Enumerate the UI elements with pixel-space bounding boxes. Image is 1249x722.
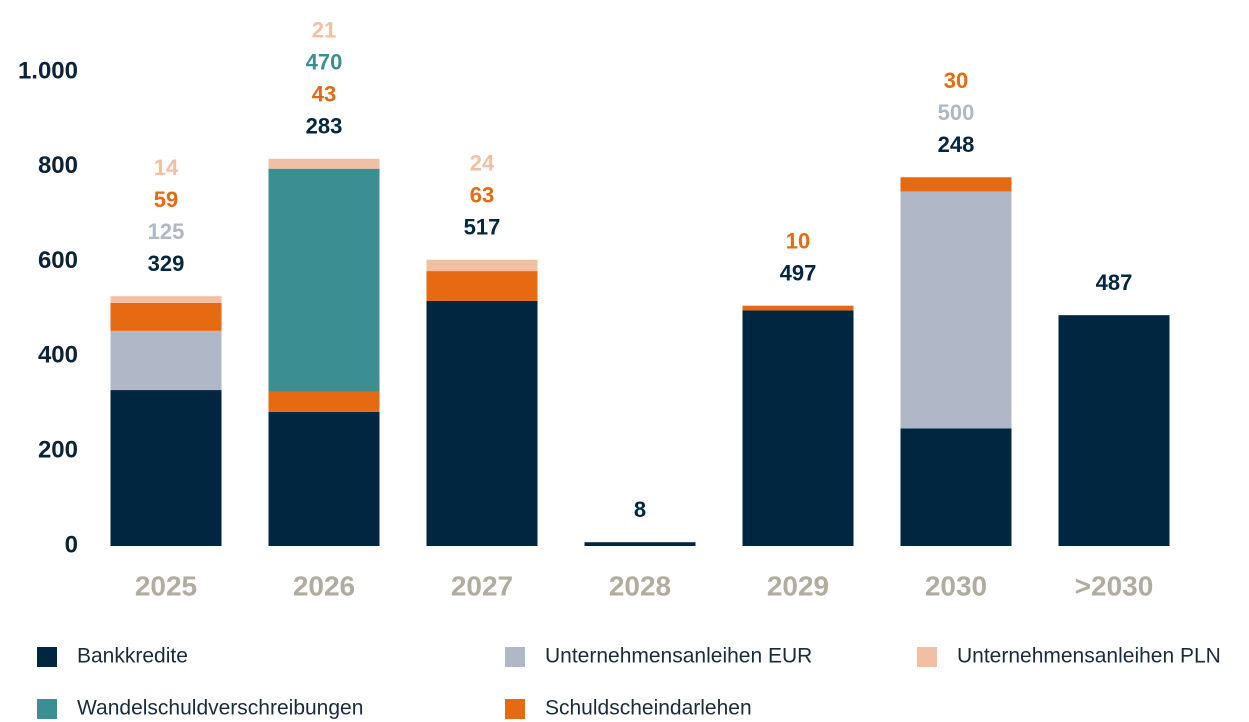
value-label: 30 [944, 68, 968, 93]
legend-swatch [505, 699, 525, 719]
value-label: 470 [306, 50, 343, 75]
bar-segment [900, 177, 1012, 192]
x-tick-label: 2029 [767, 570, 829, 601]
bar-segment [900, 428, 1012, 546]
bar-segment [584, 542, 696, 546]
value-label: 125 [148, 219, 185, 244]
bar-segment [742, 310, 854, 546]
bar-segment [426, 300, 538, 546]
y-tick-label: 400 [38, 342, 78, 369]
bar-segment [268, 391, 380, 412]
value-label: 43 [312, 82, 336, 107]
x-tick-label: 2028 [609, 570, 671, 601]
value-label: 21 [312, 18, 336, 43]
value-label: 500 [938, 100, 975, 125]
value-label: 283 [306, 114, 343, 139]
value-label: 329 [148, 251, 185, 276]
y-tick-label: 1.000 [18, 57, 78, 84]
legend-swatch [505, 647, 525, 667]
value-label: 14 [154, 155, 179, 180]
legend-label: Wandelschuldverschreibungen [77, 697, 363, 720]
bar-segment [110, 390, 222, 546]
bar-segment [268, 158, 380, 169]
value-label: 487 [1096, 270, 1133, 295]
x-tick-label: 2025 [135, 570, 197, 601]
bar-segment [110, 302, 222, 331]
legend-swatch [37, 699, 57, 719]
value-label: 497 [780, 260, 817, 285]
y-tick-label: 200 [38, 437, 78, 464]
bar-segment [742, 305, 854, 311]
value-label: 8 [634, 497, 646, 522]
legend-label: Unternehmensanleihen EUR [545, 645, 812, 668]
legend-label: Schuldscheindarlehen [545, 697, 752, 720]
bar-segment [110, 296, 222, 303]
y-tick-label: 600 [38, 247, 78, 274]
bar-segment [1058, 315, 1170, 546]
y-tick-label: 800 [38, 152, 78, 179]
value-label: 24 [470, 151, 495, 176]
value-label: 248 [938, 132, 975, 157]
x-tick-label: >2030 [1075, 570, 1154, 601]
legend-label: Bankkredite [77, 645, 188, 668]
value-label: 59 [154, 187, 178, 212]
x-tick-label: 2026 [293, 570, 355, 601]
bar-segment [268, 411, 380, 546]
legend-swatch [917, 647, 937, 667]
y-tick-label: 0 [65, 531, 78, 558]
value-label: 63 [470, 183, 494, 208]
bar-segment [426, 271, 538, 301]
x-tick-label: 2030 [925, 570, 987, 601]
bar-segment [268, 168, 380, 392]
x-tick-label: 2027 [451, 570, 513, 601]
bar-segment [900, 191, 1012, 429]
bar-segment [110, 330, 222, 391]
legend-swatch [37, 647, 57, 667]
value-label: 10 [786, 228, 810, 253]
bar-segment [426, 259, 538, 272]
legend-label: Unternehmensanleihen PLN [957, 645, 1221, 668]
value-label: 517 [464, 215, 501, 240]
